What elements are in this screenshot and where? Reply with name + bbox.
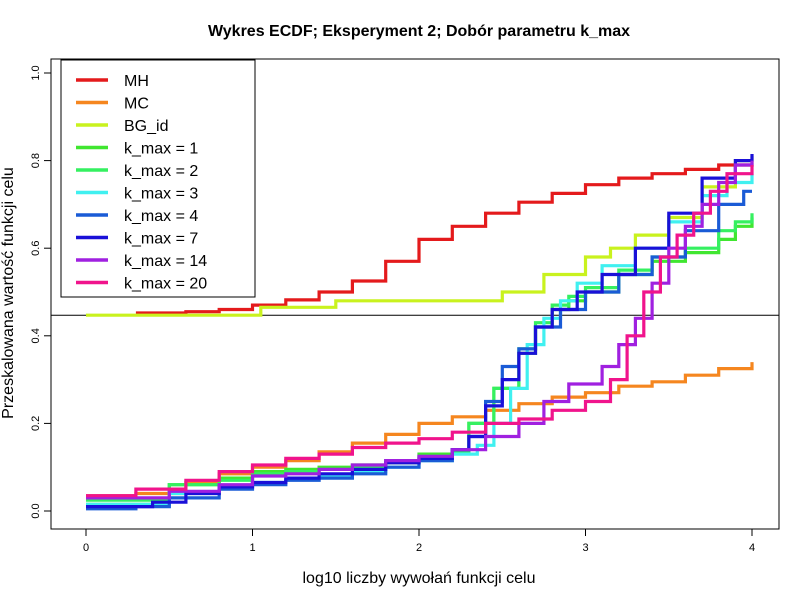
y-tick-label: 0.4 [30,328,42,343]
series-line-3 [86,156,754,317]
legend-label: BG_id [124,118,168,135]
x-tick-label: 2 [416,542,422,554]
x-tick-label: 4 [749,542,755,554]
legend-label: k_max = 14 [124,253,207,270]
x-tick-label: 0 [83,542,89,554]
legend-label: k_max = 20 [124,276,207,293]
legend-label: k_max = 4 [124,208,198,225]
series-line-2 [86,362,754,498]
legend-box [60,59,256,298]
axes: 0 1 2 3 4 0.0 0.2 0.4 0.6 0.8 1.0 [30,65,755,554]
legend-label: MC [124,96,149,113]
y-tick-label: 0.2 [30,416,42,431]
y-axis-label: Przeskalowana wartość funkcji celu [0,167,17,419]
legend-label: k_max = 3 [124,186,198,203]
series-line-1 [135,162,754,315]
y-tick-label: 0.8 [30,153,42,168]
y-tick-label: 0.0 [30,503,42,518]
y-tick-label: 0.6 [30,241,42,256]
y-tick-label: 1.0 [30,65,42,80]
legend-label: MH [124,73,149,90]
series-line-9 [86,160,754,500]
x-tick-label: 1 [249,542,255,554]
x-axis-label: log10 liczby wywołań funkcji celu [303,570,536,587]
series-lines [86,154,754,511]
legend-label: k_max = 2 [124,163,198,180]
legend: MH MC BG_id k_max = 1 k_max = 2 k_max = 3 k_ma… [60,59,256,298]
legend-label: k_max = 7 [124,231,198,248]
chart-title: Wykres ECDF; Eksperyment 2; Dobór parame… [208,23,630,40]
x-tick-label: 3 [582,542,588,554]
series-line-10 [86,165,754,498]
legend-label: k_max = 1 [124,141,198,158]
